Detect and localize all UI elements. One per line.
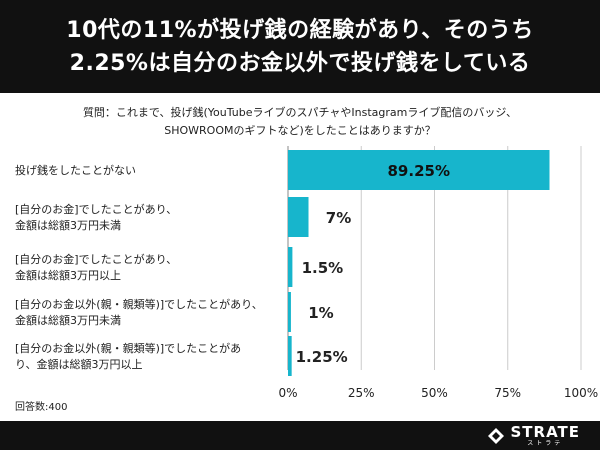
- bar-value-label: 7%: [326, 209, 351, 227]
- headline-line-1: 10代の11%が投げ銭の経験があり、そのうち: [66, 17, 534, 43]
- survey-question: 質問：これまで、投げ銭(YouTubeライブのスパチャやInstagramライブ…: [0, 104, 600, 140]
- bar-chart: 0% 25% 50% 75% 100% 89.25% 投げ銭をしたことがない 7% [自分のお金…: [15, 146, 598, 400]
- logo-wordmark: STRATE: [510, 422, 580, 441]
- bar-value-label: 1%: [308, 304, 333, 322]
- bar-value-label: 1.5%: [302, 259, 344, 277]
- category-label: [自分のお金以外(親・親類等)]でしたことがあ: [15, 341, 241, 355]
- logo-mark-icon: [488, 427, 505, 444]
- x-tick-label: 50%: [421, 386, 448, 400]
- x-tick-label: 75%: [494, 386, 521, 400]
- bar-value-label: 89.25%: [388, 162, 450, 180]
- category-label: [自分のお金]でしたことがあり、: [15, 252, 177, 266]
- bar: [288, 150, 550, 190]
- x-tick-label: 100%: [564, 386, 598, 400]
- category-label: 金額は総額3万円以上: [15, 268, 121, 282]
- bar: [288, 336, 292, 376]
- headline-line-2: 2.25%は自分のお金以外で投げ銭をしている: [69, 50, 531, 76]
- bar: [288, 247, 293, 287]
- bar: [288, 197, 309, 237]
- sample-size: 回答数:400: [15, 402, 68, 413]
- x-tick-label: 0%: [278, 386, 297, 400]
- bar: [288, 292, 291, 332]
- category-label: 金額は総額3万円未満: [15, 313, 121, 327]
- x-tick-label: 25%: [348, 386, 375, 400]
- strate-logo: STRATE ストラテ: [488, 421, 580, 450]
- question-line-1: 質問：これまで、投げ銭(YouTubeライブのスパチャやInstagramライブ…: [82, 106, 518, 119]
- category-label: [自分のお金以外(親・親類等)]でしたことがあり、: [15, 297, 263, 311]
- category-label: 金額は総額3万円未満: [15, 218, 121, 232]
- bar-value-label: 1.25%: [296, 348, 348, 366]
- question-line-2: SHOWROOMのギフトなど)をしたことはありますか？: [164, 124, 436, 137]
- category-label: 投げ銭をしたことがない: [15, 163, 136, 177]
- category-label: [自分のお金]でしたことがあり、: [15, 202, 177, 216]
- category-label: り、金額は総額3万円以上: [15, 357, 143, 371]
- logo-subtext: ストラテ: [527, 439, 564, 447]
- headline-banner: 10代の11%が投げ銭の経験があり、そのうち 2.25%は自分のお金以外で投げ銭…: [0, 0, 600, 93]
